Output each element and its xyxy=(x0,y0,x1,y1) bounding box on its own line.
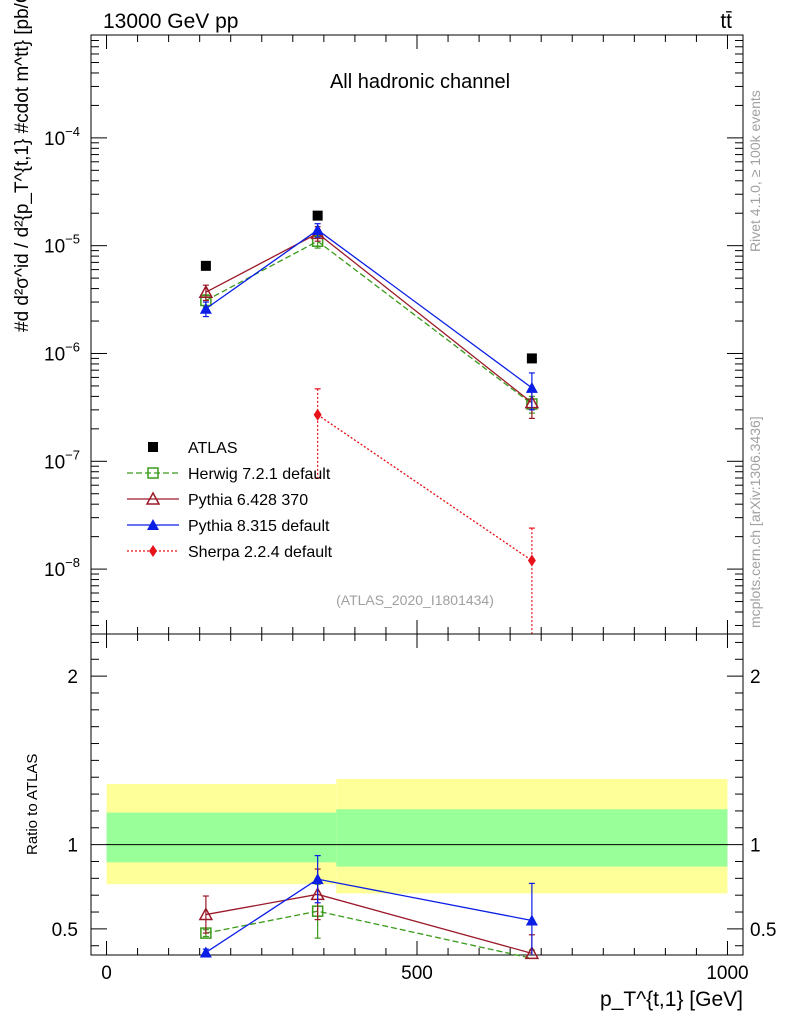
main-line-sherpa-2-2-4-default xyxy=(317,414,533,562)
y-tick-label: 10−7 xyxy=(44,447,80,473)
y-axis-title-ratio: Ratio to ATLAS xyxy=(24,754,41,855)
x-tick-label: 1000 xyxy=(706,963,748,984)
ratio-band-stat-bin xyxy=(336,809,728,867)
ratio-y-tick-label-left: 2 xyxy=(67,667,78,688)
main-point-pythia-8-315-default xyxy=(525,381,538,393)
legend-marker-pythia-8-315-default xyxy=(147,519,159,530)
ratio-y-tick-label-left: 0.5 xyxy=(52,920,78,941)
ratio-line-herwig-7-2-1-default xyxy=(205,910,533,960)
main-line-pythia-6-428-370 xyxy=(205,232,533,404)
ratio-plot: 0 500 1000 0.5 0.5 1 1 2 2 xyxy=(52,633,776,984)
process-label: tt̄ xyxy=(720,10,732,33)
legend-label-pythia-6-428-370: Pythia 6.428 370 xyxy=(188,492,308,509)
ratio-y-tick-label-right: 0.5 xyxy=(750,920,776,941)
main-point-pythia-8-315-default xyxy=(199,302,212,314)
ratio-band-stat-bin xyxy=(106,812,337,863)
ratio-point-pythia-8-315-default xyxy=(525,914,538,926)
y-tick-label: 10−4 xyxy=(44,124,80,150)
ratio-point-pythia-8-315-default xyxy=(199,946,212,958)
legend-label-herwig-7-2-1-default: Herwig 7.2.1 default xyxy=(188,466,331,483)
main-point-pythia-8-315-default xyxy=(311,223,324,235)
beam-label: 13000 GeV pp xyxy=(103,10,238,33)
y-tick-label: 10−5 xyxy=(44,232,80,258)
legend-label-pythia-8-315-default: Pythia 8.315 default xyxy=(188,518,330,535)
y-tick-label: 10−8 xyxy=(44,555,80,581)
ratio-y-tick-label-right: 1 xyxy=(750,836,761,857)
y-tick-label: 10−6 xyxy=(44,339,80,365)
main-point-atlas xyxy=(526,353,537,364)
main-point-pythia-6-428-370 xyxy=(198,284,214,298)
ratio-y-tick-label-left: 1 xyxy=(67,836,78,857)
main-plot: 10−8 10−7 10−6 10−5 10−4 xyxy=(44,34,744,635)
ratio-point-pythia-8-315-default xyxy=(311,873,324,885)
main-point-atlas xyxy=(200,260,211,271)
legend-label-sherpa-2-2-4-default: Sherpa 2.2.4 default xyxy=(188,544,333,561)
ratio-point-pythia-6-428-370 xyxy=(198,906,214,921)
main-line-herwig-7-2-1-default xyxy=(205,240,533,405)
x-tick-label: 0 xyxy=(101,963,112,984)
legend-marker-sherpa-2-2-4-default xyxy=(149,545,157,557)
main-point-atlas xyxy=(312,210,323,221)
legend-marker-pythia-6-428-370 xyxy=(145,491,161,505)
rivet-label: Rivet 4.1.0, ≥ 100k events xyxy=(747,90,763,252)
main-point-sherpa-2-2-4-default xyxy=(527,554,536,567)
ratio-point-pythia-6-428-370 xyxy=(524,945,540,960)
y-axis-title-main: #d d²σ^id / d²{p_T^{t,1} #cdot m^tt} [pb… xyxy=(12,0,33,332)
x-tick-label: 500 xyxy=(401,963,433,984)
legend-label-atlas: ATLAS xyxy=(188,440,238,457)
y-axis-title-text: #d d²σ^id / d²{p_T^{t,1} #cdot m^tt} [pb… xyxy=(12,0,33,332)
legend-marker-herwig-7-2-1-default xyxy=(147,467,159,479)
channel-label: All hadronic channel xyxy=(330,71,510,93)
ratio-y-tick-label-right: 2 xyxy=(750,667,761,688)
analysis-id: (ATLAS_2020_I1801434) xyxy=(336,592,494,608)
main-point-sherpa-2-2-4-default xyxy=(313,408,322,421)
legend-marker-atlas xyxy=(148,442,158,452)
legend: ATLAS Herwig 7.2.1 default Pythia 6.428 37… xyxy=(127,440,333,561)
x-axis-title: p_T^{t,1} [GeV] xyxy=(600,988,743,1011)
source-label: mcplots.cern.ch [arXiv:1306.3436] xyxy=(747,416,763,628)
